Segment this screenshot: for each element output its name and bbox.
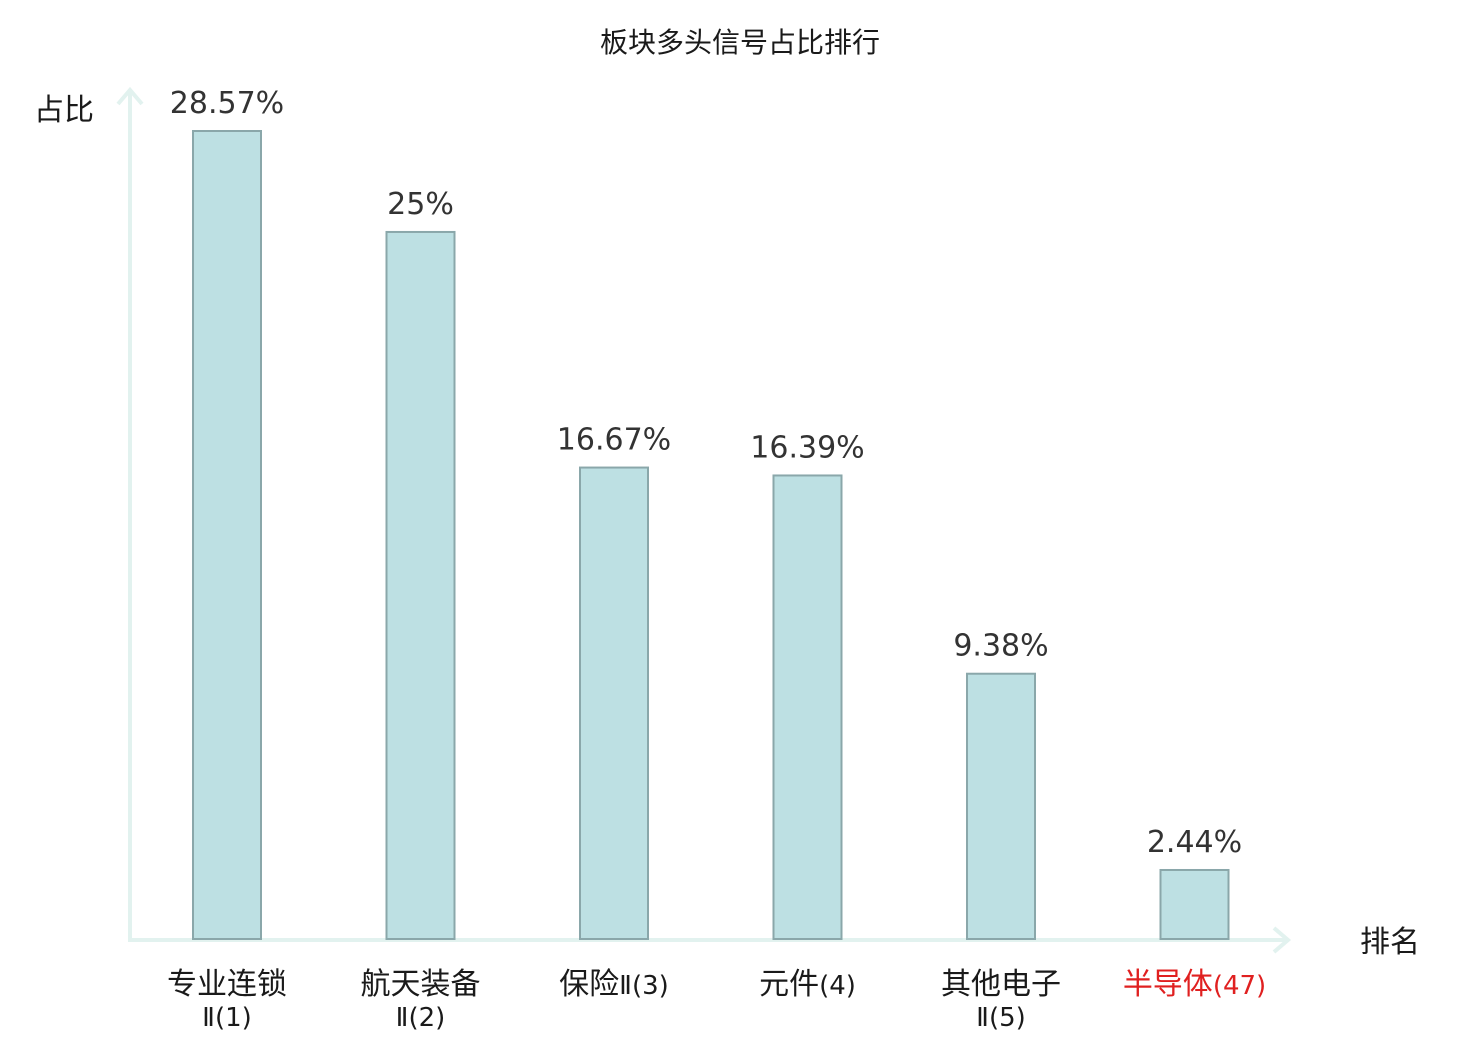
bar-5 bbox=[966, 672, 1036, 940]
x-axis-label: 排名 bbox=[1360, 925, 1420, 960]
category-name-3: 保险 bbox=[559, 967, 619, 1002]
value-label-2: 25% bbox=[387, 187, 454, 222]
bar-6 bbox=[1159, 868, 1230, 940]
y-axis-arrow bbox=[116, 86, 144, 106]
category-rank-3: Ⅱ(3) bbox=[619, 971, 669, 1001]
category-rank-2: Ⅱ(2) bbox=[396, 1003, 446, 1033]
category-label-3: 保险Ⅱ(3) bbox=[559, 967, 669, 1002]
category-rank-6: (47) bbox=[1213, 971, 1266, 1001]
category-label-4: 元件(4) bbox=[759, 967, 856, 1002]
value-label-4: 16.39% bbox=[750, 430, 864, 465]
value-label-6: 2.44% bbox=[1147, 825, 1242, 860]
category-name-6: 半导体 bbox=[1123, 967, 1213, 1002]
category-rank-5: Ⅱ(5) bbox=[976, 1003, 1026, 1033]
y-axis-label: 占比 bbox=[34, 93, 94, 128]
category-rank-1: Ⅱ(1) bbox=[202, 1003, 252, 1033]
x-axis-arrow bbox=[1272, 926, 1292, 954]
value-label-1: 28.57% bbox=[170, 86, 284, 121]
category-rank-4: (4) bbox=[819, 971, 856, 1001]
bar-1 bbox=[192, 130, 262, 940]
bar-2 bbox=[385, 230, 456, 940]
category-label-2: 航天装备 bbox=[361, 967, 481, 1002]
bar-4 bbox=[772, 474, 843, 940]
category-name-4: 元件 bbox=[759, 967, 819, 1002]
chart-title: 板块多头信号占比排行 bbox=[600, 26, 880, 59]
category-label-5: 其他电子 bbox=[941, 967, 1061, 1002]
category-label-6: 半导体(47) bbox=[1123, 967, 1266, 1002]
value-label-5: 9.38% bbox=[953, 629, 1048, 664]
bar-3 bbox=[579, 466, 649, 940]
category-label-1: 专业连锁 bbox=[167, 967, 287, 1002]
value-label-3: 16.67% bbox=[557, 423, 671, 458]
